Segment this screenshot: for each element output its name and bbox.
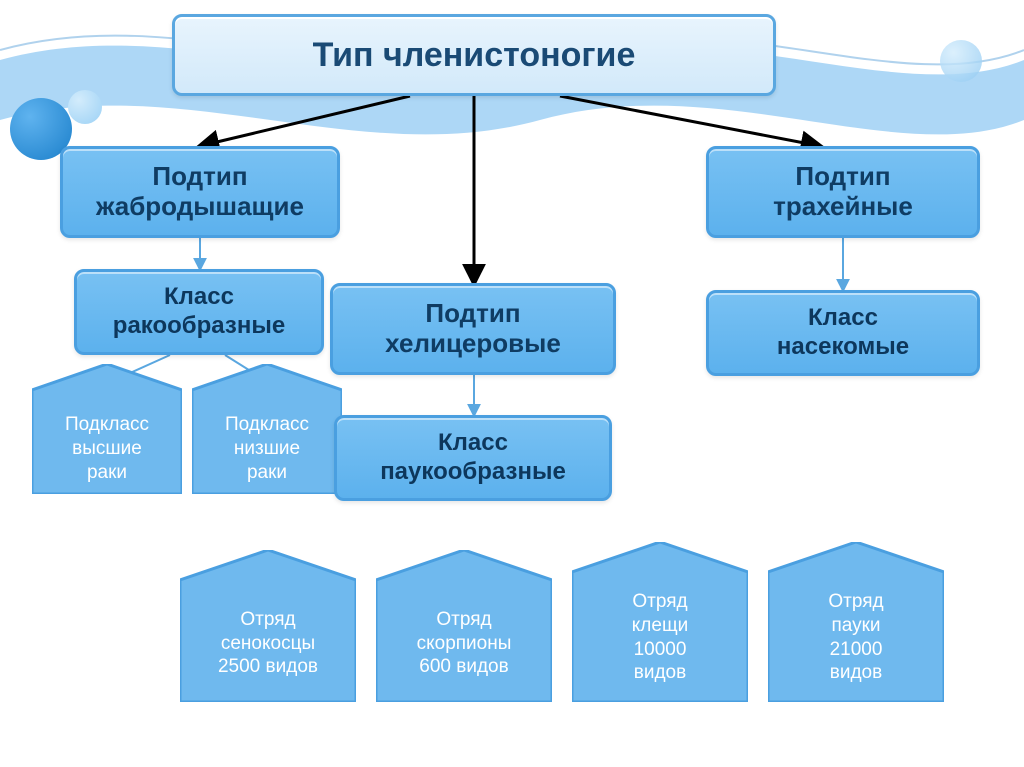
subtype-branchial-l2: жабродышащие (96, 192, 304, 222)
order-harvestmen-l1: Отряд (180, 608, 356, 632)
subtype-chelicerata-l1: Подтип (385, 299, 561, 329)
order-harvestmen-l2: сенокосцы (180, 632, 356, 656)
subclass-lower: Подкласс низшие раки (192, 364, 342, 494)
bg-bubble-3 (940, 40, 982, 82)
order-scorpions: Отряд скорпионы 600 видов (376, 550, 552, 702)
order-spiders-l4: видов (768, 661, 944, 685)
class-crustacea-l2: ракообразные (113, 312, 285, 341)
class-arachnida-l1: Класс (380, 429, 566, 458)
subclass-higher-l2: высшие (32, 437, 182, 461)
class-insecta-l1: Класс (777, 304, 909, 333)
class-arachnida-l2: паукообразные (380, 458, 566, 487)
subtype-tracheata-l1: Подтип (773, 162, 913, 192)
order-mites-l1: Отряд (572, 590, 748, 614)
class-crustacea: Класс ракообразные (74, 269, 324, 355)
order-mites: Отряд клещи 10000 видов (572, 542, 748, 702)
class-crustacea-l1: Класс (113, 283, 285, 312)
order-harvestmen-l3: 2500 видов (180, 655, 356, 679)
subclass-lower-l3: раки (192, 461, 342, 485)
subtype-chelicerata: Подтип хелицеровые (330, 283, 616, 375)
order-scorpions-l1: Отряд (376, 608, 552, 632)
order-spiders-l1: Отряд (768, 590, 944, 614)
order-spiders-l2: пауки (768, 614, 944, 638)
subclass-higher-l1: Подкласс (32, 413, 182, 437)
order-scorpions-l3: 600 видов (376, 655, 552, 679)
class-insecta: Класс насекомые (706, 290, 980, 376)
title-text: Тип членистоногие (313, 36, 636, 75)
subtype-tracheata-l2: трахейные (773, 192, 913, 222)
order-scorpions-l2: скорпионы (376, 632, 552, 656)
class-arachnida: Класс паукообразные (334, 415, 612, 501)
subclass-lower-l2: низшие (192, 437, 342, 461)
subclass-lower-l1: Подкласс (192, 413, 342, 437)
subtype-branchial-l1: Подтип (96, 162, 304, 192)
order-spiders-l3: 21000 (768, 638, 944, 662)
order-mites-l3: 10000 (572, 638, 748, 662)
subtype-chelicerata-l2: хелицеровые (385, 329, 561, 359)
order-mites-l4: видов (572, 661, 748, 685)
title-node: Тип членистоногие (172, 14, 776, 96)
subclass-higher-l3: раки (32, 461, 182, 485)
order-harvestmen: Отряд сенокосцы 2500 видов (180, 550, 356, 702)
subtype-tracheata: Подтип трахейные (706, 146, 980, 238)
subclass-higher: Подкласс высшие раки (32, 364, 182, 494)
order-mites-l2: клещи (572, 614, 748, 638)
subtype-branchial: Подтип жабродышащие (60, 146, 340, 238)
bg-bubble-2 (68, 90, 102, 124)
class-insecta-l2: насекомые (777, 333, 909, 362)
order-spiders: Отряд пауки 21000 видов (768, 542, 944, 702)
